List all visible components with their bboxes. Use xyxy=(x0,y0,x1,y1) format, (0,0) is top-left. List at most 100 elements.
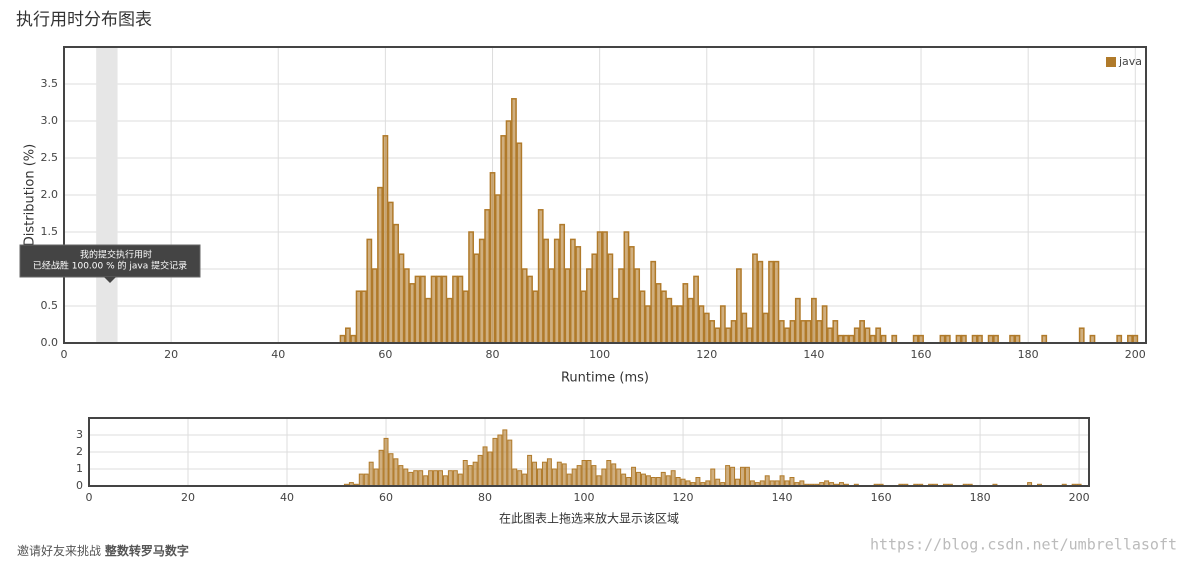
bar xyxy=(626,477,632,487)
bar xyxy=(409,283,416,344)
bar xyxy=(703,312,710,344)
bar xyxy=(366,238,373,344)
bar xyxy=(559,223,566,344)
x-tick-label: 20 xyxy=(181,491,195,504)
bar xyxy=(666,297,673,344)
bar xyxy=(441,275,448,344)
y-tick-label: 1 xyxy=(76,462,83,475)
bar xyxy=(586,268,592,344)
bar xyxy=(521,268,528,344)
bar xyxy=(869,334,876,344)
bar xyxy=(419,275,426,344)
bar xyxy=(473,253,480,344)
bar xyxy=(848,334,855,344)
bar xyxy=(623,231,630,344)
bar xyxy=(784,327,791,344)
bar xyxy=(408,471,414,487)
x-tick-label: 180 xyxy=(1018,348,1039,361)
bar xyxy=(816,320,823,344)
bar xyxy=(446,297,453,344)
bar xyxy=(393,458,399,487)
bar xyxy=(472,461,478,487)
x-tick-label: 180 xyxy=(970,491,991,504)
bar xyxy=(640,473,646,487)
bar xyxy=(739,466,745,487)
bar xyxy=(628,246,635,344)
bar xyxy=(735,478,740,487)
bar xyxy=(621,473,627,487)
legend-label: java xyxy=(1118,55,1142,68)
bar xyxy=(561,463,567,487)
x-tick-label: 40 xyxy=(280,491,294,504)
bar xyxy=(436,275,442,344)
bar xyxy=(497,434,503,487)
bar xyxy=(821,305,828,344)
bar xyxy=(383,437,389,487)
bar xyxy=(581,460,587,487)
bar xyxy=(527,454,533,487)
x-tick-label: 0 xyxy=(61,348,68,361)
bar xyxy=(457,473,463,487)
bar xyxy=(960,334,967,344)
bar xyxy=(680,478,686,487)
bar xyxy=(546,458,552,487)
bar xyxy=(355,290,362,344)
bar xyxy=(677,305,683,344)
bar xyxy=(955,334,962,344)
bar xyxy=(413,470,419,487)
bar xyxy=(377,186,383,344)
bar xyxy=(977,334,983,344)
bar xyxy=(398,465,404,487)
bar xyxy=(398,253,405,344)
bar xyxy=(693,275,699,344)
bar xyxy=(425,297,432,344)
bar xyxy=(462,460,468,487)
bar xyxy=(350,334,357,344)
bar xyxy=(698,305,705,344)
bar xyxy=(363,473,369,487)
bar xyxy=(477,454,483,487)
x-tick-label: 0 xyxy=(86,491,93,504)
bar xyxy=(373,468,379,487)
bar xyxy=(358,473,364,487)
bar xyxy=(616,468,622,487)
bar xyxy=(462,290,469,344)
bar xyxy=(1132,334,1139,344)
bar xyxy=(418,470,424,487)
bar xyxy=(912,334,919,344)
problem-link[interactable]: 整数转罗马数字 xyxy=(104,543,189,558)
bar xyxy=(502,429,508,487)
bar xyxy=(800,320,807,344)
bar xyxy=(875,327,882,344)
y-tick-label: 2 xyxy=(76,445,83,458)
bar xyxy=(548,268,555,344)
bar xyxy=(715,478,721,487)
bar xyxy=(773,260,780,344)
plot-frame xyxy=(63,46,1147,344)
bar xyxy=(484,209,491,344)
bar xyxy=(569,238,576,344)
bar xyxy=(430,275,437,344)
bar xyxy=(779,475,785,487)
bar xyxy=(602,231,608,344)
bar xyxy=(553,238,560,344)
bar xyxy=(670,470,676,487)
bar xyxy=(447,470,453,487)
bar xyxy=(880,334,887,344)
bar xyxy=(864,327,871,344)
x-tick-label: 140 xyxy=(803,348,824,361)
bar xyxy=(566,473,572,487)
y-axis-label: Distribution (%) xyxy=(23,144,38,246)
bar xyxy=(541,461,547,487)
bar xyxy=(730,466,736,487)
x-tick-label: 200 xyxy=(1125,348,1146,361)
bar xyxy=(522,473,528,487)
bar xyxy=(939,334,946,344)
x-tick-label: 140 xyxy=(772,491,793,504)
invite-text: 邀请好友来挑战 xyxy=(17,543,101,558)
bar xyxy=(789,320,796,344)
bar xyxy=(741,312,748,344)
bar xyxy=(631,466,637,487)
y-tick-label: 3 xyxy=(76,428,83,441)
bar xyxy=(794,297,801,344)
